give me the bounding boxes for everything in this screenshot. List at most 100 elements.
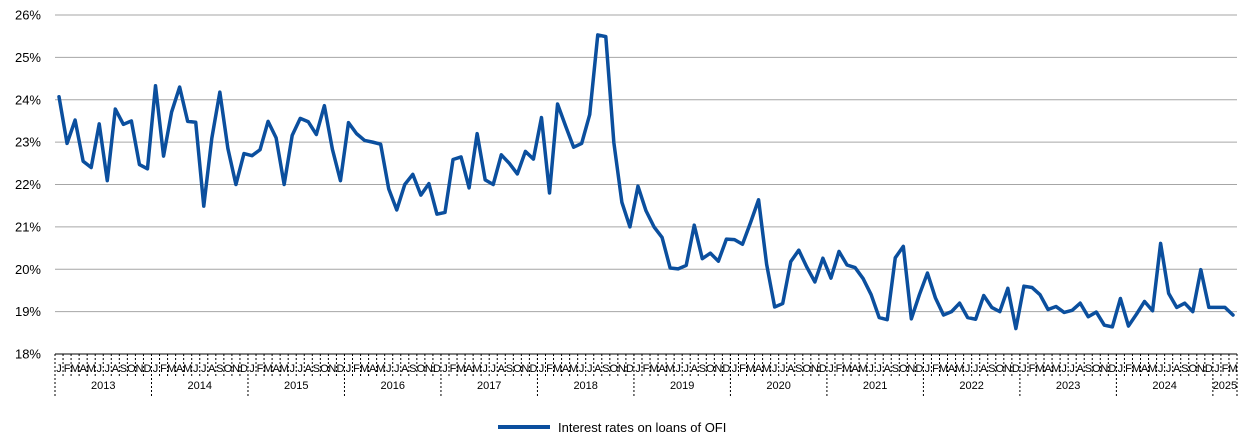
x-month-label: N	[135, 363, 143, 375]
data-point	[356, 133, 357, 134]
x-month-label: O	[996, 363, 1005, 375]
data-point	[1176, 307, 1177, 308]
data-point	[758, 199, 759, 200]
data-point	[364, 140, 365, 141]
data-point	[654, 226, 655, 227]
x-month-label: A	[980, 363, 988, 375]
legend-label: Interest rates on loans of OFI	[558, 420, 726, 435]
data-point	[444, 212, 445, 213]
x-month-label: D	[722, 363, 730, 375]
data-point	[485, 179, 486, 180]
data-point	[1152, 310, 1153, 311]
y-tick-label: 26%	[15, 8, 41, 23]
x-month-label: J	[96, 363, 102, 375]
x-month-label: N	[618, 363, 626, 375]
data-point	[139, 164, 140, 165]
x-month-label: A	[272, 363, 280, 375]
x-month-label: J	[201, 363, 207, 375]
series-line-interest-rates-ofi	[57, 33, 1235, 331]
x-month-label: F	[160, 363, 167, 375]
x-month-label: N	[425, 363, 433, 375]
x-month-label: M	[649, 363, 658, 375]
x-month-label: J	[1061, 363, 1067, 375]
gridlines	[55, 14, 1237, 355]
data-point	[863, 278, 864, 279]
data-point	[919, 294, 920, 295]
x-month-label: D	[336, 363, 344, 375]
x-month-label: J	[635, 363, 641, 375]
data-point	[1080, 303, 1081, 304]
x-month-label: J	[482, 363, 488, 375]
x-month-label: S	[216, 363, 223, 375]
x-month-label: F	[546, 363, 553, 375]
data-point	[1056, 306, 1057, 307]
data-point	[927, 273, 928, 274]
data-point	[428, 183, 429, 184]
data-point	[814, 281, 815, 282]
data-point	[1208, 307, 1209, 308]
data-point	[243, 153, 244, 154]
data-point	[469, 187, 470, 188]
x-month-label: M	[859, 363, 868, 375]
x-month-label: J	[683, 363, 689, 375]
x-year-label: 2023	[1056, 380, 1080, 392]
x-month-label: O	[513, 363, 522, 375]
x-year-label: 2024	[1152, 380, 1176, 392]
data-point	[276, 137, 277, 138]
data-point	[1200, 269, 1201, 270]
data-point	[340, 180, 341, 181]
x-year-label: 2015	[284, 380, 308, 392]
x-year-label: 2016	[380, 380, 404, 392]
x-month-label: O	[899, 363, 908, 375]
data-point	[999, 311, 1000, 312]
x-month-label: F	[1125, 363, 1132, 375]
x-month-label: J	[925, 363, 931, 375]
x-month-label: O	[224, 363, 233, 375]
x-month-label: O	[803, 363, 812, 375]
x-month-label: S	[1085, 363, 1092, 375]
data-point	[308, 121, 309, 122]
data-point	[718, 261, 719, 262]
data-point	[461, 156, 462, 157]
x-month-label: J	[386, 363, 392, 375]
data-point	[702, 258, 703, 259]
x-month-label: M	[553, 363, 562, 375]
x-month-label: N	[1004, 363, 1012, 375]
data-point	[1040, 294, 1041, 295]
x-month-label: A	[658, 363, 666, 375]
x-month-label: J	[1214, 363, 1220, 375]
data-point	[404, 184, 405, 185]
x-month-label: M	[939, 363, 948, 375]
data-point	[637, 186, 638, 187]
x-month-label: F	[353, 363, 360, 375]
data-point	[710, 253, 711, 254]
x-month-label: A	[691, 363, 699, 375]
data-point	[388, 188, 389, 189]
data-point	[1031, 287, 1032, 288]
x-month-label: M	[167, 363, 176, 375]
x-month-label: S	[602, 363, 609, 375]
data-point	[798, 250, 799, 251]
x-month-label: J	[1158, 363, 1164, 375]
data-point	[123, 124, 124, 125]
data-point	[284, 184, 285, 185]
x-month-label: M	[360, 363, 369, 375]
x-month-label: A	[465, 363, 473, 375]
data-point	[903, 246, 904, 247]
x-month-label: F	[257, 363, 264, 375]
x-month-label: A	[594, 363, 602, 375]
data-point	[1072, 310, 1073, 311]
x-month-label: M	[955, 363, 964, 375]
data-point	[1015, 328, 1016, 329]
x-month-label: A	[948, 363, 956, 375]
x-year-label: 2022	[959, 380, 983, 392]
data-point	[975, 319, 976, 320]
x-month-label: A	[176, 363, 184, 375]
data-point	[573, 147, 574, 148]
x-month-label: A	[1141, 363, 1149, 375]
data-point	[1128, 326, 1129, 327]
data-point	[822, 258, 823, 259]
x-year-label: 2025	[1213, 380, 1237, 392]
y-tick-label: 24%	[15, 92, 41, 107]
